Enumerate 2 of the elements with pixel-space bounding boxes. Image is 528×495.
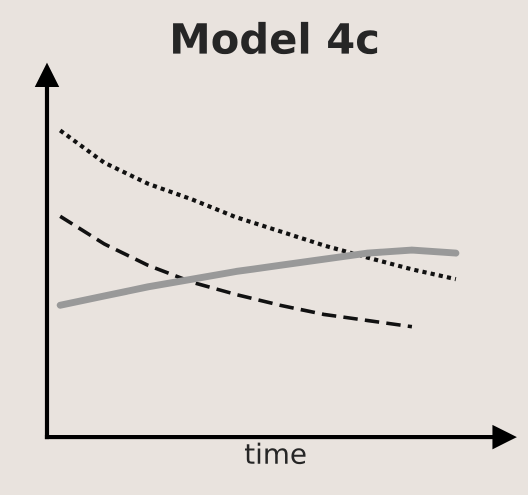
chart-title: Model 4c (173, 22, 378, 54)
x-axis-title: time (244, 442, 306, 464)
